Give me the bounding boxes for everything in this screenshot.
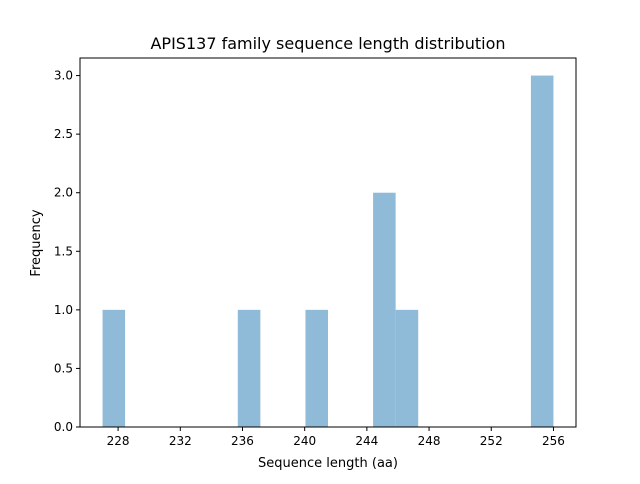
x-tick-label: 244 [355,434,378,448]
y-tick-label: 2.5 [54,127,73,141]
histogram-bar [530,75,554,428]
x-tick-label: 228 [107,434,130,448]
x-tick-label: 248 [418,434,441,448]
x-tick-label: 256 [542,434,565,448]
x-tick-label: 252 [480,434,503,448]
histogram-bar [305,309,328,427]
x-tick-label: 232 [169,434,192,448]
chart-title: APIS137 family sequence length distribut… [150,34,505,53]
x-axis-label: Sequence length (aa) [258,456,398,471]
histogram-bar [395,309,419,427]
y-axis-label: Frequency [29,209,44,276]
y-tick-label: 1.0 [54,303,73,317]
histogram-bar [237,309,261,427]
y-tick-label: 2.0 [54,186,73,200]
y-tick-label: 1.5 [54,244,73,258]
y-tick-label: 0.5 [54,361,73,375]
histogram-bar [373,192,396,427]
histogram-bar [102,309,126,427]
y-tick-label: 0.0 [54,420,73,434]
x-tick-label: 236 [231,434,254,448]
axes-frame [79,57,577,428]
x-tick-label: 240 [293,434,316,448]
y-tick-label: 3.0 [54,69,73,83]
